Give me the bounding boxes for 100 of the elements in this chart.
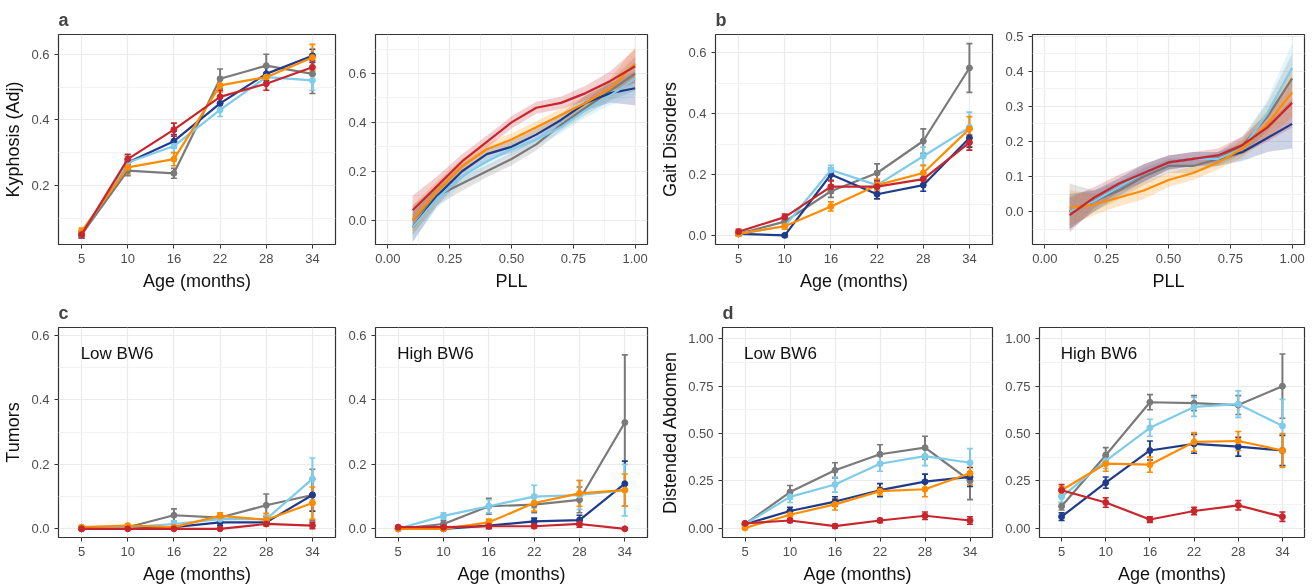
x-tick-label: 28 (916, 250, 931, 266)
y-tick-label: 0.2 (348, 456, 367, 472)
y-tick-label: 0.4 (31, 392, 50, 408)
y-axis-title: Gait Disorders (660, 81, 681, 198)
x-tick-label: 16 (481, 543, 497, 559)
x-tick-label: 0.25 (437, 250, 463, 266)
y-tick-label: 0.6 (31, 46, 50, 62)
x-tick-label: 22 (872, 543, 888, 559)
y-tick-label: 0.6 (348, 66, 367, 82)
y-tick-label: 0.4 (688, 106, 707, 122)
x-tick-label: 0.25 (1094, 250, 1120, 266)
y-tick-label: 0.6 (31, 328, 50, 344)
x-tick-label: 16 (827, 543, 843, 559)
x-tick-label: 22 (869, 250, 885, 266)
x-tick-label: 28 (259, 250, 274, 266)
y-axis-title: Tumors (3, 402, 24, 463)
x-tick-label: 0.75 (560, 250, 586, 266)
y-tick-label: 0.0 (348, 521, 367, 537)
annotation: Low BW6 (80, 344, 154, 364)
x-tick-label: 0.50 (1155, 250, 1182, 266)
x-tick-label: 5 (394, 543, 402, 559)
x-tick-label: 10 (120, 543, 135, 559)
x-axis-title: Age (months) (803, 563, 912, 584)
x-tick-label: 1.00 (1279, 250, 1305, 266)
y-tick-label: 0.2 (688, 167, 707, 182)
x-tick-label: 34 (305, 250, 320, 266)
x-axis-title: Age (months) (457, 563, 566, 584)
y-tick-label: 0.00 (1005, 520, 1031, 536)
x-tick-label: 0.00 (375, 250, 401, 266)
x-tick-label: 10 (436, 543, 451, 559)
x-tick-label: 16 (823, 250, 839, 266)
x-tick-label: 28 (917, 543, 933, 559)
x-tick-label: 34 (305, 543, 320, 559)
y-tick-label: 0.2 (31, 456, 50, 472)
y-tick-label: 0.0 (1005, 204, 1024, 220)
y-tick-label: 0.6 (348, 328, 367, 344)
x-tick-label: 34 (962, 543, 978, 559)
y-tick-label: 0.25 (1005, 473, 1031, 489)
x-tick-label: 5 (734, 250, 743, 266)
chart-title: c (58, 302, 69, 323)
annotation: Low BW6 (744, 344, 817, 364)
x-tick-label: 5 (1057, 543, 1066, 559)
x-tick-label: 28 (1231, 543, 1246, 559)
x-tick-label: 16 (1142, 543, 1158, 559)
x-tick-label: 5 (741, 543, 749, 559)
y-tick-label: 0.1 (1005, 168, 1024, 184)
chart-title: d (722, 302, 734, 323)
x-tick-label: 10 (777, 250, 792, 266)
y-tick-label: 1.00 (688, 331, 714, 347)
y-tick-label: 0.5 (1005, 28, 1024, 44)
y-tick-label: 0.0 (348, 212, 367, 228)
x-tick-label: 5 (77, 543, 86, 559)
y-tick-label: 1.00 (1005, 331, 1031, 347)
x-axis-title: PLL (1152, 270, 1185, 291)
x-axis-title: Age (months) (799, 270, 909, 291)
y-tick-label: 0.4 (1005, 63, 1024, 79)
y-tick-label: 0.4 (348, 114, 367, 130)
x-axis-title: Age (months) (142, 563, 252, 584)
x-tick-label: 0.00 (1032, 250, 1058, 266)
x-tick-label: 22 (526, 543, 542, 559)
y-tick-label: 0.2 (348, 163, 367, 179)
chart-title: a (58, 9, 70, 30)
y-tick-label: 0.0 (688, 227, 707, 243)
x-tick-label: 28 (572, 543, 587, 559)
x-tick-label: 28 (259, 543, 274, 559)
y-tick-label: 0.2 (1005, 133, 1024, 149)
x-tick-label: 22 (1186, 543, 1202, 559)
annotation: High BW6 (1060, 344, 1138, 364)
y-axis-title: Kyphosis (Adj) (3, 81, 24, 198)
y-tick-label: 0.4 (31, 112, 50, 128)
x-tick-label: 16 (166, 543, 182, 559)
x-axis-title: PLL (495, 270, 528, 291)
x-tick-label: 0.75 (1217, 250, 1243, 266)
x-tick-label: 34 (1275, 543, 1290, 559)
y-tick-label: 0.75 (1005, 378, 1031, 394)
x-tick-label: 22 (212, 250, 228, 266)
y-tick-label: 0.25 (688, 473, 714, 489)
y-tick-label: 0.50 (1005, 425, 1031, 441)
y-tick-label: 0.75 (688, 378, 714, 394)
x-tick-label: 10 (782, 543, 798, 559)
y-tick-label: 0.2 (31, 177, 50, 193)
x-tick-label: 1.00 (622, 250, 648, 266)
x-tick-label: 22 (212, 543, 228, 559)
x-tick-label: 10 (120, 250, 135, 266)
y-tick-label: 0.00 (688, 520, 714, 536)
chart-title: b (715, 9, 727, 30)
y-axis-title: Distended Abdomen (660, 351, 681, 515)
y-tick-label: 0.4 (348, 392, 367, 408)
y-tick-label: 0.6 (688, 45, 707, 61)
x-tick-label: 5 (77, 250, 86, 266)
y-tick-label: 0.0 (31, 521, 50, 537)
annotation: High BW6 (397, 344, 474, 364)
y-tick-label: 0.50 (688, 425, 714, 441)
x-tick-label: 10 (1098, 543, 1113, 559)
x-axis-title: Age (months) (142, 270, 252, 291)
x-axis-title: Age (months) (1117, 563, 1227, 584)
x-tick-label: 34 (617, 543, 633, 559)
y-tick-label: 0.3 (1005, 98, 1024, 114)
x-tick-label: 34 (962, 250, 977, 266)
x-tick-label: 16 (166, 250, 182, 266)
